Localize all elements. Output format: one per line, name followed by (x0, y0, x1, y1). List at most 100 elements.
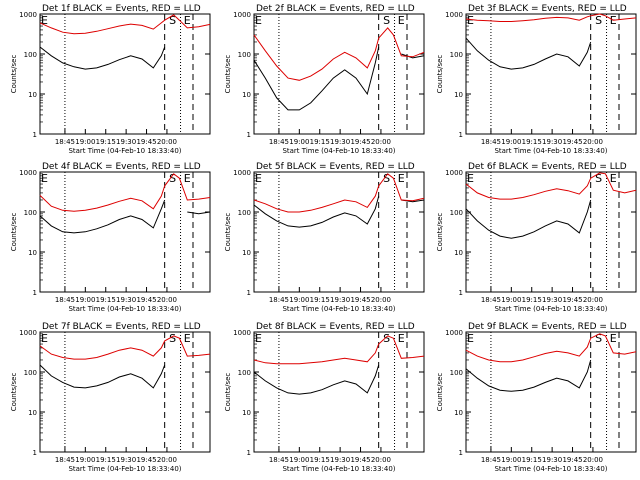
event-annotation: S (383, 14, 390, 27)
x-tick-label: 19:00 (75, 296, 95, 304)
y-tick-label: 10 (454, 91, 463, 99)
x-tick-label: 20:00 (583, 296, 603, 304)
events-line (466, 353, 613, 391)
x-tick-label: 19:30 (116, 296, 136, 304)
panel-title: Det 1f BLACK = Events, RED = LLD (42, 4, 201, 14)
x-tick-label: 19:00 (501, 138, 521, 146)
y-tick-label: 1000 (445, 169, 463, 177)
y-tick-label: 1 (247, 131, 251, 139)
plot-frame (39, 331, 211, 453)
y-tick-label: 10 (28, 409, 37, 417)
x-tick-label: 19:45 (350, 138, 370, 146)
events-line (40, 23, 187, 69)
events-line (466, 23, 613, 69)
event-annotation: E (398, 14, 405, 27)
x-tick-label: 19:15 (522, 456, 542, 464)
x-axis-label: Start Time (04-Feb-10 18:33:40) (494, 465, 607, 473)
x-axis-label: Start Time (04-Feb-10 18:33:40) (282, 465, 395, 473)
events-line (253, 46, 425, 111)
y-tick-label: 100 (24, 51, 37, 59)
x-tick-label: 19:15 (310, 296, 330, 304)
plot-panel: Det 5f BLACK = Events, RED = LLD 1 10 100 10… (224, 162, 425, 313)
y-tick-label: 1000 (445, 11, 463, 19)
x-tick-label: 19:30 (542, 138, 562, 146)
event-annotation: E (184, 14, 191, 27)
y-tick-label: 10 (242, 249, 251, 257)
event-annotation: E (610, 332, 617, 345)
x-tick-label: 19:00 (289, 296, 309, 304)
event-annotation: E (41, 172, 48, 185)
y-tick-label: 100 (24, 209, 37, 217)
x-tick-label: 18:45 (481, 138, 501, 146)
plot-panel: Det 4f BLACK = Events, RED = LLD 1 10 100 10… (10, 162, 211, 313)
x-tick-label: 19:15 (522, 138, 542, 146)
x-tick-label: 20:00 (371, 456, 391, 464)
y-tick-label: 10 (242, 91, 251, 99)
y-tick-label: 1 (247, 449, 251, 457)
x-axis-label: Start Time (04-Feb-10 18:33:40) (68, 465, 181, 473)
x-tick-label: 19:45 (350, 296, 370, 304)
x-tick-label: 19:45 (136, 138, 156, 146)
x-tick-label: 19:00 (75, 456, 95, 464)
panel-title: Det 2f BLACK = Events, RED = LLD (256, 4, 415, 14)
x-axis-label: Start Time (04-Feb-10 18:33:40) (494, 147, 607, 155)
y-tick-label: 1 (33, 131, 37, 139)
event-annotation: E (467, 14, 474, 27)
y-tick-label: 1000 (19, 329, 37, 337)
panel-title: Det 5f BLACK = Events, RED = LLD (256, 162, 415, 172)
y-tick-label: 100 (24, 369, 37, 377)
y-tick-label: 1000 (233, 11, 251, 19)
plot-panel: Det 2f BLACK = Events, RED = LLD 1 10 100 10… (224, 4, 425, 155)
plot-frame (253, 171, 425, 293)
y-tick-label: 10 (242, 409, 251, 417)
x-tick-label: 19:30 (542, 456, 562, 464)
y-tick-label: 10 (454, 249, 463, 257)
event-annotation: S (169, 332, 176, 345)
y-tick-label: 1000 (445, 329, 463, 337)
x-axis-label: Start Time (04-Feb-10 18:33:40) (282, 305, 395, 313)
events-line (254, 365, 401, 394)
x-tick-label: 19:15 (96, 138, 116, 146)
x-axis-label: Start Time (04-Feb-10 18:33:40) (68, 147, 181, 155)
plot-frame (465, 331, 637, 453)
lld-line (465, 333, 637, 363)
y-tick-label: 1000 (233, 169, 251, 177)
x-tick-label: 18:45 (55, 138, 75, 146)
events-line (40, 365, 187, 388)
plot-frame (465, 171, 637, 293)
y-axis-label: Counts/sec (224, 55, 232, 94)
y-tick-label: 1 (459, 449, 463, 457)
y-tick-label: 10 (454, 409, 463, 417)
event-annotation: S (169, 14, 176, 27)
x-tick-label: 19:00 (501, 456, 521, 464)
panel-title: Det 7f BLACK = Events, RED = LLD (42, 322, 201, 332)
event-annotation: S (595, 332, 602, 345)
x-tick-label: 19:45 (350, 456, 370, 464)
event-annotation: E (610, 172, 617, 185)
x-tick-label: 20:00 (157, 138, 177, 146)
events-line (253, 195, 425, 228)
y-tick-label: 1 (247, 289, 251, 297)
event-annotation: E (467, 172, 474, 185)
x-tick-label: 19:15 (96, 296, 116, 304)
plot-panel: Det 7f BLACK = Events, RED = LLD 1 10 100 10… (10, 322, 211, 473)
x-tick-label: 18:45 (55, 296, 75, 304)
x-tick-label: 20:00 (157, 456, 177, 464)
plot-frame (39, 13, 211, 135)
event-annotation: E (41, 14, 48, 27)
y-tick-label: 1000 (19, 169, 37, 177)
lld-line (253, 335, 425, 365)
y-tick-label: 1000 (19, 11, 37, 19)
lld-line (253, 27, 425, 81)
panel-title: Det 8f BLACK = Events, RED = LLD (256, 322, 415, 332)
plot-panel: Det 1f BLACK = Events, RED = LLD 1 10 100 10… (10, 4, 211, 155)
x-tick-label: 18:45 (55, 456, 75, 464)
x-tick-label: 20:00 (583, 138, 603, 146)
x-tick-label: 20:00 (371, 138, 391, 146)
x-tick-label: 18:45 (269, 138, 289, 146)
event-annotation: S (383, 172, 390, 185)
x-tick-label: 19:30 (116, 456, 136, 464)
event-annotation: E (467, 332, 474, 345)
panel-title: Det 3f BLACK = Events, RED = LLD (468, 4, 627, 14)
event-annotation: E (255, 332, 262, 345)
